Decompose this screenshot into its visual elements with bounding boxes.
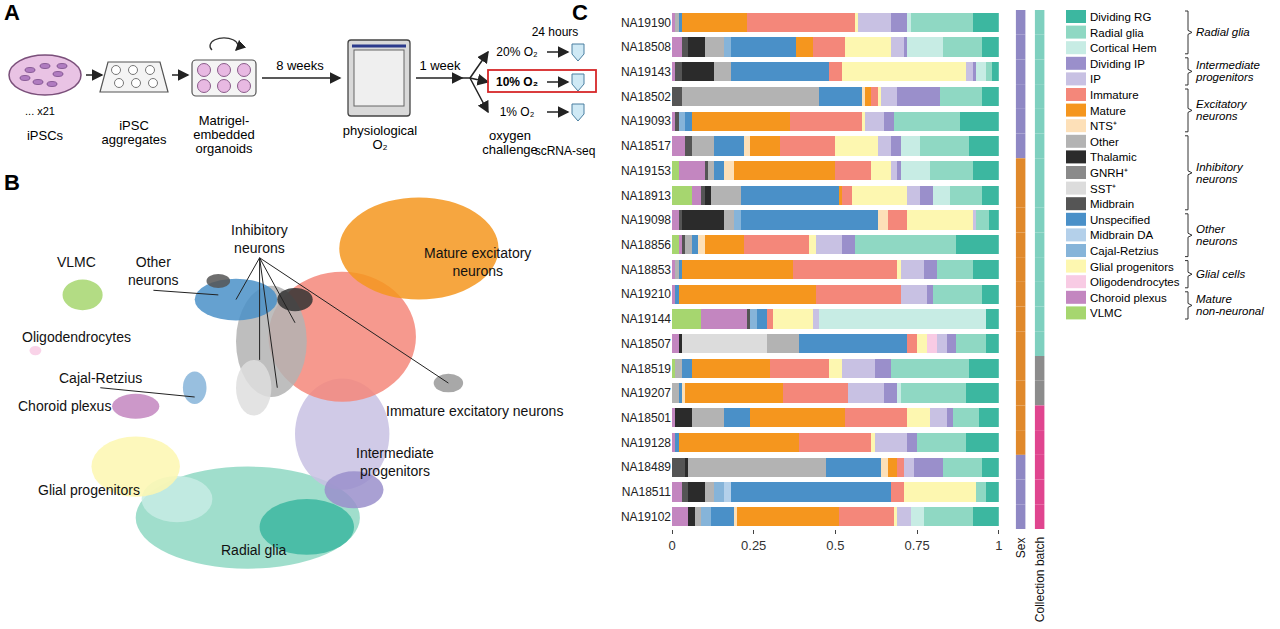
svg-text:scRNA-seq: scRNA-seq [535,144,596,158]
svg-text:0.75: 0.75 [904,538,929,553]
svg-text:Other: Other [1196,223,1226,235]
svg-text:Radial glia: Radial glia [221,542,287,558]
svg-text:Choroid plexus: Choroid plexus [1090,292,1167,304]
svg-text:Unspecified: Unspecified [1090,214,1150,226]
svg-text:NA18511: NA18511 [622,485,671,499]
svg-text:oxygen: oxygen [489,128,531,143]
svg-text:VLMC: VLMC [57,254,96,270]
svg-text:Mature excitatoryneurons: Mature excitatoryneurons [424,245,531,279]
svg-text:NA19128: NA19128 [621,436,671,450]
svg-text:NA19210: NA19210 [621,287,671,301]
svg-text:0.25: 0.25 [741,538,766,553]
svg-text:10% O₂: 10% O₂ [496,75,538,89]
svg-text:NA18489: NA18489 [621,460,671,474]
svg-text:NA18502: NA18502 [621,90,671,104]
svg-text:1: 1 [995,538,1002,553]
svg-text:24 hours: 24 hours [532,25,579,39]
svg-text:Choroid plexus: Choroid plexus [18,398,111,414]
svg-text:Matrigel-: Matrigel- [199,113,250,128]
svg-text:Radial glia: Radial glia [1090,27,1144,39]
svg-text:Excitatory: Excitatory [1196,98,1248,110]
svg-text:20% O₂: 20% O₂ [496,45,538,59]
svg-text:physiological: physiological [343,123,418,138]
svg-text:1 week: 1 week [419,58,461,73]
svg-text:non-neuronal: non-neuronal [1196,305,1264,317]
svg-text:Other: Other [1090,136,1119,148]
svg-text:Otherneurons: Otherneurons [128,254,179,288]
svg-text:Dividing IP: Dividing IP [1090,58,1145,70]
svg-text:Oligodendrocytes: Oligodendrocytes [22,329,131,345]
svg-text:Mature: Mature [1196,293,1232,305]
svg-text:aggregates: aggregates [101,132,167,147]
svg-text:NTS⁺: NTS⁺ [1090,120,1117,132]
svg-text:GNRH⁺: GNRH⁺ [1090,167,1128,179]
svg-text:0: 0 [668,538,675,553]
svg-text:Glial cells: Glial cells [1196,268,1245,280]
svg-text:Midbrain DA: Midbrain DA [1090,229,1154,241]
svg-text:VLMC: VLMC [1090,307,1122,319]
html-text:C: C [572,0,588,25]
svg-text:Immature: Immature [1090,89,1139,101]
svg-text:NA18507: NA18507 [621,337,671,351]
svg-text:IP: IP [1090,73,1101,85]
svg-text:Inhibitoryneurons: Inhibitoryneurons [231,222,288,256]
svg-text:NA18853: NA18853 [621,263,671,277]
svg-text:NA18913: NA18913 [621,189,671,203]
svg-text:NA19093: NA19093 [621,114,671,128]
svg-text:NA18519: NA18519 [621,362,671,376]
svg-text:NA19144: NA19144 [621,312,671,326]
svg-text:Cajal-Retzius: Cajal-Retzius [59,370,142,386]
svg-text:neurons: neurons [1196,110,1238,122]
svg-text:challenge: challenge [482,142,538,157]
svg-text:Radial glia: Radial glia [1196,26,1250,38]
svg-text:organoids: organoids [195,141,253,156]
svg-text:iPSCs: iPSCs [27,128,64,143]
svg-text:NA19102: NA19102 [621,510,671,524]
svg-text:... x21: ... x21 [25,105,55,117]
svg-text:Collection batch: Collection batch [1033,537,1047,622]
svg-text:Cajal-Retzius: Cajal-Retzius [1090,245,1159,257]
svg-text:NA19098: NA19098 [621,213,671,227]
svg-text:Inhibitory: Inhibitory [1196,161,1244,173]
svg-text:8 weeks: 8 weeks [276,58,324,73]
svg-text:Oligodendrocytes: Oligodendrocytes [1090,276,1180,288]
svg-text:embedded: embedded [193,127,254,142]
svg-text:NA19190: NA19190 [621,16,671,30]
svg-text:Cortical Hem: Cortical Hem [1090,42,1156,54]
svg-text:Mature: Mature [1090,105,1126,117]
svg-text:NA18508: NA18508 [621,40,671,54]
svg-text:Sex: Sex [1014,537,1028,558]
svg-text:O₂: O₂ [372,137,387,152]
svg-text:NA19207: NA19207 [621,386,671,400]
svg-text:Intermediate: Intermediate [1196,59,1260,71]
svg-text:Midbrain: Midbrain [1090,198,1134,210]
svg-text:SST⁺: SST⁺ [1090,183,1116,195]
svg-text:neurons: neurons [1196,173,1238,185]
svg-text:NA19153: NA19153 [621,164,671,178]
svg-text:NA18856: NA18856 [621,238,671,252]
svg-text:Thalamic: Thalamic [1090,151,1137,163]
svg-text:1% O₂: 1% O₂ [500,105,535,119]
svg-text:Glial progenitors: Glial progenitors [38,482,140,498]
svg-text:NA18517: NA18517 [621,139,671,153]
svg-text:Intermediateprogenitors: Intermediateprogenitors [356,445,434,479]
svg-text:Glial progenitors: Glial progenitors [1090,261,1174,273]
svg-text:progenitors: progenitors [1195,71,1254,83]
svg-text:NA19143: NA19143 [621,65,671,79]
svg-text:0.5: 0.5 [826,538,844,553]
html-text:B: B [4,170,20,195]
svg-text:NA18501: NA18501 [621,411,671,425]
svg-text:iPSC: iPSC [119,118,149,133]
svg-text:Dividing RG: Dividing RG [1090,11,1151,23]
svg-text:neurons: neurons [1196,235,1238,247]
html-text:A: A [4,0,20,25]
svg-text:Immature excitatory neurons: Immature excitatory neurons [386,403,563,419]
